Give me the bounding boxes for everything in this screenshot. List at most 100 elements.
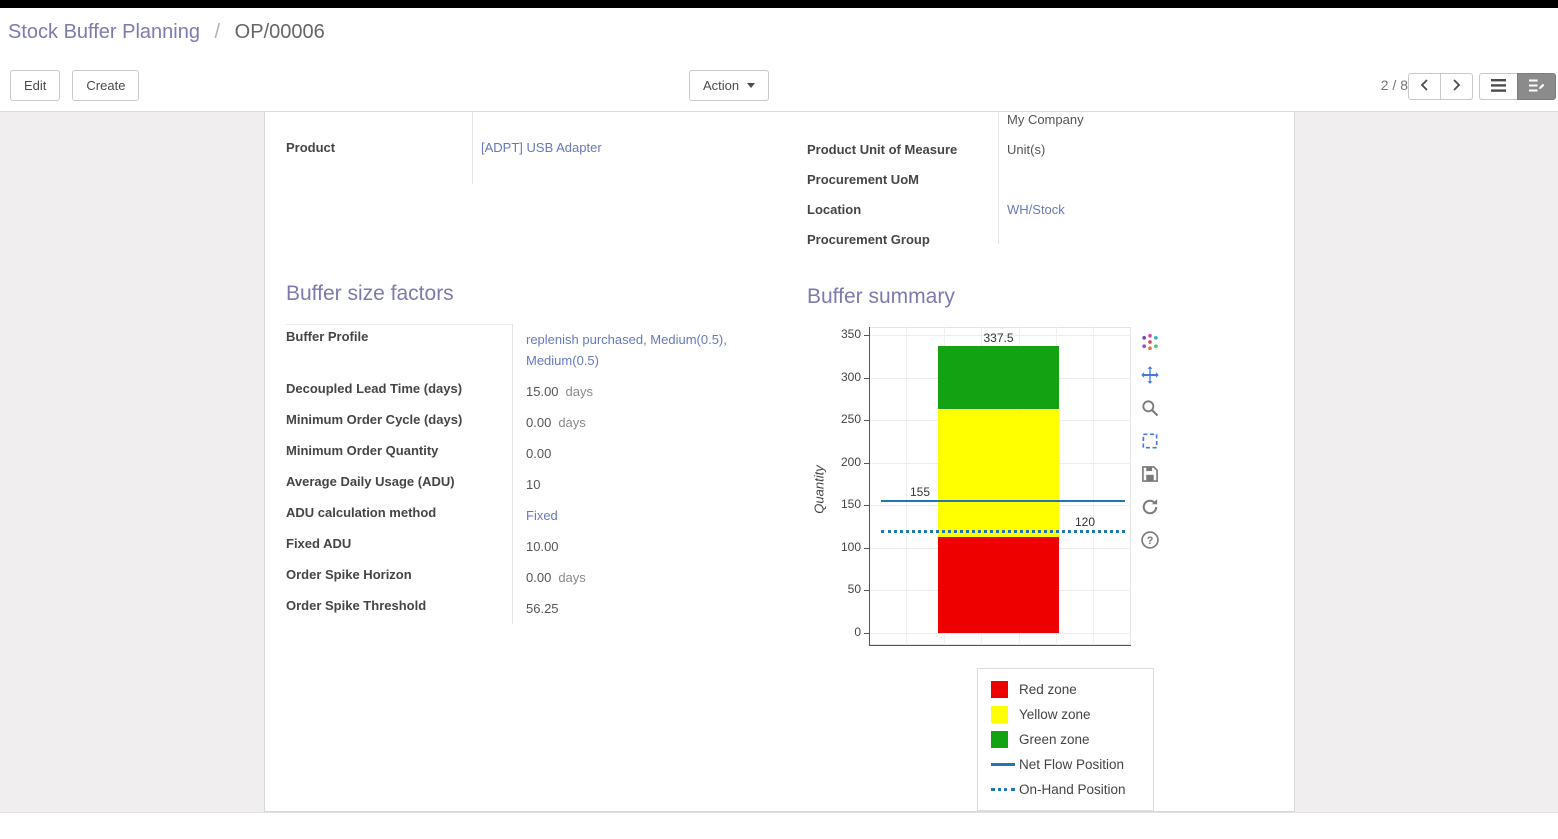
y-axis-tick xyxy=(864,633,869,634)
legend-marker xyxy=(991,706,1019,723)
field-label: Procurement UoM xyxy=(807,171,919,187)
field-label: Location xyxy=(807,201,862,217)
field-row: Minimum Order Cycle (days) 0.00 days xyxy=(286,407,756,438)
field-label: Decoupled Lead Time (days) xyxy=(286,381,463,396)
on-hand-position-line-sample xyxy=(991,788,1015,791)
group-product: Product [ADPT] USB Adapter xyxy=(286,112,791,184)
section-title-buffer-summary: Buffer summary xyxy=(807,285,955,308)
view-switcher-form-button[interactable] xyxy=(1517,73,1556,100)
y-tick-label: 350 xyxy=(840,327,861,341)
field-value: Fixed xyxy=(512,505,756,526)
field-suffix: days xyxy=(565,384,594,399)
field-label: Order Spike Horizon xyxy=(286,567,412,582)
field-label: Average Daily Usage (ADU) xyxy=(286,474,455,489)
field-text: 10.00 xyxy=(526,539,559,554)
y-axis-tick xyxy=(864,590,869,592)
field-value: [ADPT] USB Adapter xyxy=(472,137,791,158)
field-label: Order Spike Threshold xyxy=(286,598,427,613)
help-icon[interactable]: ? xyxy=(1139,529,1161,551)
reset-axes-icon[interactable] xyxy=(1139,496,1161,518)
field-value: Unit(s) xyxy=(998,139,1287,160)
content-area: Product [ADPT] USB Adapter My Company Prod… xyxy=(0,112,1558,839)
field-row: Procurement UoM xyxy=(807,164,1287,194)
gridline xyxy=(1093,327,1095,645)
y-tick-label: 300 xyxy=(840,369,861,384)
chart-modebar: ? xyxy=(1139,331,1161,551)
y-tick-label: 200 xyxy=(840,454,861,469)
field-text: My Company xyxy=(1007,112,1084,127)
control-panel: Edit Create Action 2 / 8 xyxy=(0,61,1558,112)
field-value: 0.00 days xyxy=(512,567,756,588)
field-row: Location WH/Stock xyxy=(807,194,1287,224)
form-sheet: Product [ADPT] USB Adapter My Company Prod… xyxy=(264,112,1295,812)
breadcrumb: Stock Buffer Planning / OP/00006 xyxy=(0,8,1558,61)
field-value: 10 xyxy=(512,474,756,495)
field-link[interactable]: [ADPT] USB Adapter xyxy=(481,139,602,155)
field-suffix: days xyxy=(558,415,586,430)
yellow-zone-swatch xyxy=(991,706,1008,723)
field-value: My Company xyxy=(998,112,1287,130)
field-text: 0.00 xyxy=(526,446,552,461)
pager-previous-button[interactable] xyxy=(1408,73,1441,100)
field-link[interactable]: WH/Stock xyxy=(1007,201,1065,217)
field-label: Minimum Order Cycle (days) xyxy=(286,412,463,427)
save-image-icon[interactable] xyxy=(1139,463,1161,485)
field-value: 56.25 xyxy=(512,598,756,619)
y-tick-label: 250 xyxy=(840,412,861,427)
top-navbar xyxy=(0,0,1558,8)
chevron-left-icon xyxy=(1420,79,1429,94)
column-divider xyxy=(998,112,999,244)
y-axis-tick xyxy=(864,420,869,422)
y-axis-tick xyxy=(864,547,869,549)
y-tick-label: 0 xyxy=(854,625,861,639)
field-row: Order Spike Threshold 56.25 xyxy=(286,593,756,624)
breadcrumb-separator: / xyxy=(214,21,221,43)
plotly-logo-icon[interactable] xyxy=(1139,331,1161,353)
create-button[interactable]: Create xyxy=(72,70,140,101)
legend-item[interactable]: Net Flow Position xyxy=(991,752,1147,777)
field-text: 15.00 xyxy=(526,384,559,399)
net-flow-position-label: 155 xyxy=(909,485,930,500)
box-select-icon[interactable] xyxy=(1139,430,1161,452)
field-link[interactable]: replenish purchased, Medium(0.5), Medium… xyxy=(526,332,727,368)
breadcrumb-parent-link[interactable]: Stock Buffer Planning xyxy=(8,21,200,43)
field-value: 0.00 days xyxy=(512,412,756,433)
edit-button[interactable]: Edit xyxy=(10,70,61,101)
pager-next-button[interactable] xyxy=(1440,73,1473,100)
svg-text:?: ? xyxy=(1147,535,1154,547)
action-dropdown-button[interactable]: Action xyxy=(689,70,770,101)
section-title-buffer-size-factors: Buffer size factors xyxy=(286,282,454,305)
green-zone-bar xyxy=(938,345,1059,410)
field-row: My Company xyxy=(807,112,1287,134)
field-suffix: days xyxy=(558,570,586,585)
legend-marker xyxy=(991,681,1019,698)
legend-item[interactable]: On-Hand Position xyxy=(991,777,1147,802)
field-text: Unit(s) xyxy=(1007,141,1046,157)
action-menu: Action xyxy=(689,70,770,101)
field-text: 0.00 xyxy=(526,415,552,430)
legend-item[interactable]: Yellow zone xyxy=(991,702,1147,727)
pager-value: 2 / 8 xyxy=(1380,77,1408,93)
field-row: Buffer Profile replenish purchased, Mediu… xyxy=(286,324,756,376)
legend-marker xyxy=(991,788,1019,791)
legend-marker xyxy=(991,731,1019,748)
legend-item[interactable]: Red zone xyxy=(991,677,1147,702)
red-zone-swatch xyxy=(991,681,1008,698)
field-value: 10.00 xyxy=(512,536,756,557)
field-row: Fixed ADU 10.00 xyxy=(286,531,756,562)
zoom-icon[interactable] xyxy=(1139,397,1161,419)
field-label: Minimum Order Quantity xyxy=(286,443,439,458)
field-row: Product [ADPT] USB Adapter xyxy=(286,132,791,162)
gridline xyxy=(869,633,1131,634)
pan-icon[interactable] xyxy=(1139,364,1161,386)
field-link[interactable]: Fixed xyxy=(526,508,558,523)
legend-label: Red zone xyxy=(1019,682,1077,697)
chatter-area xyxy=(0,812,1558,839)
field-row: Product Unit of Measure Unit(s) xyxy=(807,134,1287,164)
legend-item[interactable]: Green zone xyxy=(991,727,1147,752)
view-switcher-list-button[interactable] xyxy=(1479,73,1518,100)
green-zone-swatch xyxy=(991,731,1008,748)
on-hand-position-label: 120 xyxy=(1075,514,1096,529)
field-row: Average Daily Usage (ADU) 10 xyxy=(286,469,756,500)
field-value: WH/Stock xyxy=(998,199,1287,220)
